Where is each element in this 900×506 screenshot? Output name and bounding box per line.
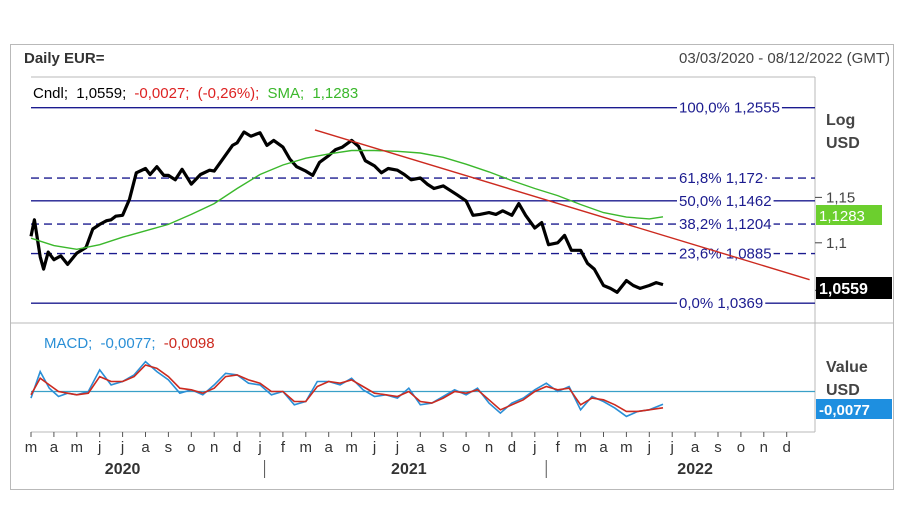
sma-series: [30, 149, 664, 251]
month-label-10: j: [257, 439, 261, 456]
month-label-27: j: [647, 439, 651, 456]
month-label-7: o: [187, 439, 195, 456]
fib-label-bg-4: [677, 243, 774, 263]
month-label-2: m: [71, 439, 84, 456]
month-label-20: n: [485, 439, 493, 456]
price-scale-log-label: Log: [826, 112, 855, 129]
price-tick-label-0: 1,15: [826, 189, 855, 206]
month-label-32: n: [760, 439, 768, 456]
fib-label-bg-3: [677, 214, 774, 234]
price-legend: Cndl; 1,0559; -0,0027; (-0,26%); SMA; 1,…: [33, 85, 358, 102]
month-label-22: j: [532, 439, 536, 456]
macd-panel: [30, 360, 815, 418]
trend-line: [314, 129, 810, 281]
month-label-5: a: [141, 439, 150, 456]
month-label-33: d: [783, 439, 791, 456]
month-label-14: m: [345, 439, 358, 456]
fibonacci-levels: 100,0% 1,2555 61,8% 1,172 50,0% 1,1462 38,2…: [31, 97, 815, 313]
macd-scale-unit-label: USD: [826, 382, 860, 399]
last-price-badge-text: 1,0559: [819, 281, 868, 298]
macd-badge-text: -0,0077: [819, 402, 870, 419]
month-label-18: s: [439, 439, 447, 456]
year-label-1: 2021: [391, 461, 427, 478]
month-label-4: j: [120, 439, 124, 456]
sma-badge-text: 1,1283: [819, 208, 865, 225]
trendline: [314, 129, 810, 281]
fib-label-bg-2: [677, 190, 774, 210]
month-label-17: a: [416, 439, 425, 456]
year-label-0: 2020: [105, 461, 141, 478]
fib-label-0: 100,0% 1,2555: [679, 100, 780, 117]
month-label-21: d: [508, 439, 516, 456]
last-price-badge: [816, 277, 892, 299]
month-label-3: j: [97, 439, 101, 456]
chart-title: Daily EUR=: [24, 50, 105, 67]
month-label-28: j: [670, 439, 674, 456]
month-label-15: j: [372, 439, 376, 456]
month-label-23: f: [556, 439, 561, 456]
fib-label-bg-0: [677, 97, 782, 117]
fib-label-bg-1: [677, 168, 766, 188]
fib-label-1: 61,8% 1,172: [679, 170, 763, 187]
month-label-12: m: [300, 439, 313, 456]
price-series: [29, 130, 664, 294]
month-label-31: o: [737, 439, 745, 456]
month-label-8: n: [210, 439, 218, 456]
month-label-26: m: [620, 439, 633, 456]
sma-line: [30, 149, 664, 251]
fib-label-bg-5: [677, 293, 766, 313]
year-label-2: 2022: [677, 461, 713, 478]
month-label-6: s: [165, 439, 173, 456]
month-label-11: f: [281, 439, 286, 456]
fib-label-5: 0,0% 1,0369: [679, 295, 763, 312]
fib-label-2: 50,0% 1,1462: [679, 193, 772, 210]
month-label-29: a: [691, 439, 700, 456]
sma-value-badge: [816, 205, 882, 225]
date-range: 03/03/2020 - 08/12/2022 (GMT): [679, 50, 890, 67]
macd-value-badge: [816, 399, 892, 419]
month-label-24: m: [574, 439, 587, 456]
price-scale-unit-label: USD: [826, 135, 860, 152]
month-label-0: m: [25, 439, 38, 456]
price-tick-label-1: 1,1: [826, 235, 847, 252]
chart-frame: [10, 44, 894, 490]
price-line: [29, 130, 664, 294]
signal-line: [30, 364, 664, 413]
macd-legend: MACD; -0,0077; -0,0098: [44, 335, 215, 352]
month-label-1: a: [50, 439, 59, 456]
month-label-9: d: [233, 439, 241, 456]
fib-label-3: 38,2% 1,1204: [679, 216, 772, 233]
macd-scale-value-label: Value: [826, 359, 868, 376]
month-label-30: s: [714, 439, 722, 456]
month-label-16: j: [395, 439, 399, 456]
month-label-13: a: [325, 439, 334, 456]
month-label-25: a: [599, 439, 608, 456]
month-label-19: o: [462, 439, 470, 456]
